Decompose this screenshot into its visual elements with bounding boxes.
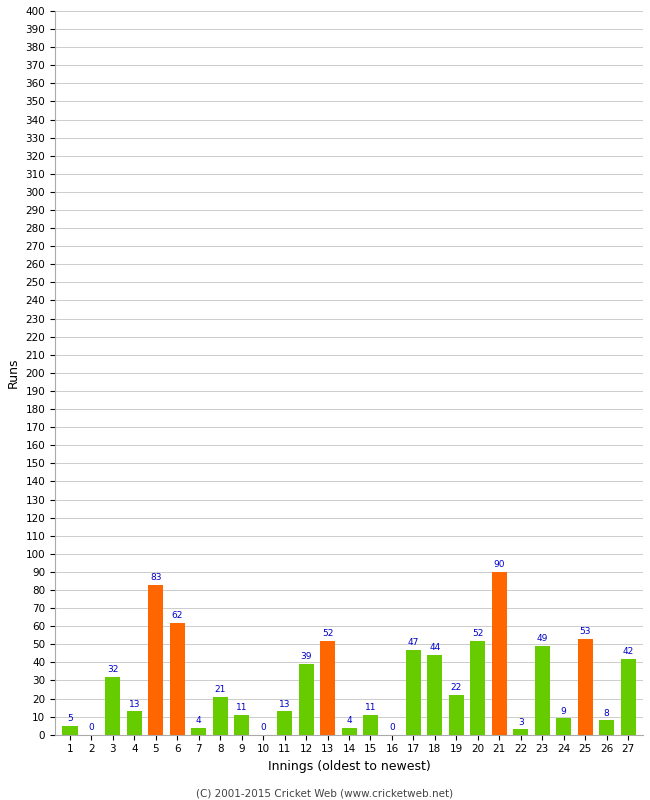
Text: 22: 22: [450, 683, 462, 692]
Text: 11: 11: [236, 703, 248, 712]
Text: 8: 8: [604, 709, 610, 718]
Text: 47: 47: [408, 638, 419, 647]
Bar: [514, 730, 528, 734]
Text: 53: 53: [579, 627, 591, 636]
Text: 83: 83: [150, 573, 162, 582]
Bar: [298, 664, 313, 734]
Text: 0: 0: [88, 723, 94, 732]
Bar: [105, 677, 120, 734]
Bar: [492, 572, 507, 734]
Bar: [62, 726, 77, 734]
Text: 52: 52: [472, 629, 484, 638]
Text: 4: 4: [196, 716, 202, 725]
Text: 42: 42: [623, 647, 634, 656]
Text: 0: 0: [260, 723, 266, 732]
Y-axis label: Runs: Runs: [7, 358, 20, 388]
Text: 32: 32: [107, 665, 118, 674]
Text: (C) 2001-2015 Cricket Web (www.cricketweb.net): (C) 2001-2015 Cricket Web (www.cricketwe…: [196, 788, 454, 798]
Text: 52: 52: [322, 629, 333, 638]
Bar: [448, 695, 464, 734]
Bar: [341, 727, 357, 734]
Bar: [148, 585, 163, 734]
Text: 13: 13: [129, 699, 140, 709]
Text: 62: 62: [172, 611, 183, 620]
Bar: [213, 697, 228, 734]
Text: 4: 4: [346, 716, 352, 725]
Text: 21: 21: [214, 685, 226, 694]
Bar: [471, 641, 486, 734]
Bar: [277, 711, 292, 734]
Bar: [556, 718, 571, 734]
Text: 9: 9: [561, 706, 567, 716]
X-axis label: Innings (oldest to newest): Innings (oldest to newest): [268, 760, 430, 773]
Bar: [363, 715, 378, 734]
Text: 49: 49: [536, 634, 548, 643]
Text: 0: 0: [389, 723, 395, 732]
Bar: [535, 646, 550, 734]
Bar: [170, 622, 185, 734]
Text: 5: 5: [67, 714, 73, 723]
Text: 44: 44: [429, 643, 441, 653]
Bar: [599, 720, 614, 734]
Text: 3: 3: [518, 718, 524, 726]
Bar: [320, 641, 335, 734]
Bar: [234, 715, 249, 734]
Bar: [127, 711, 142, 734]
Text: 39: 39: [300, 653, 312, 662]
Text: 13: 13: [279, 699, 291, 709]
Bar: [578, 639, 593, 734]
Bar: [427, 655, 443, 734]
Bar: [191, 727, 206, 734]
Bar: [621, 658, 636, 734]
Bar: [406, 650, 421, 734]
Text: 90: 90: [493, 560, 505, 570]
Text: 11: 11: [365, 703, 376, 712]
